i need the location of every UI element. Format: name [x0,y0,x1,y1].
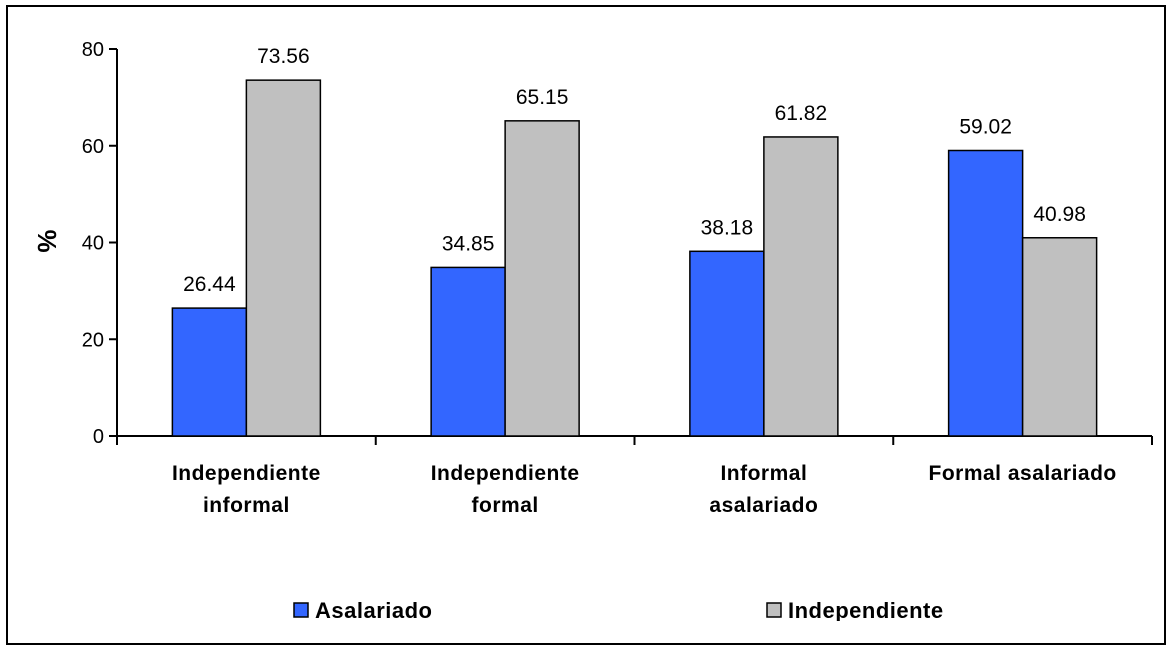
bar-independiente [1021,237,1098,437]
category-labels: Independiente informal Independiente formal… [172,462,1117,517]
y-tick-label: 20 [82,329,104,351]
data-label: 65.15 [516,86,569,109]
legend-swatch-independiente [766,602,782,618]
y-tick-label: 0 [93,426,104,448]
y-tick-label: 60 [82,136,104,158]
y-tick-label: 80 [82,39,104,61]
bar-asalariado [947,149,1024,437]
bar-asalariado [430,266,506,437]
data-label: 40.98 [1033,203,1086,226]
bar-independiente [504,120,580,437]
data-label: 73.56 [257,45,310,68]
legend: Asalariado Independiente [293,598,944,621]
bar-independiente [245,79,322,437]
bar-asalariado [689,250,765,437]
legend-label: Independiente [788,598,944,621]
data-labels: 26.44 34.85 38.18 59.02 73.56 65.15 61.82 40.98 [183,45,1086,296]
bars [171,79,1098,437]
y-tick-label: 40 [82,233,104,255]
category-label: Independiente formal [431,462,580,517]
bar-asalariado [171,307,248,437]
category-label: Formal asalariado [929,462,1117,485]
data-label: 26.44 [183,273,236,296]
data-label: 61.82 [775,102,828,125]
y-axis-label: % [32,229,62,252]
category-label: Informal asalariado [709,462,818,517]
category-label: Independiente informal [172,462,321,517]
data-label: 38.18 [701,216,754,239]
legend-swatch-asalariado [293,602,309,618]
bar-chart: % 0 20 40 60 80 26.44 34.85 38.18 59.02 73.56 65.… [32,39,1153,621]
legend-label: Asalariado [315,598,433,621]
data-label: 34.85 [442,232,495,255]
data-label: 59.02 [959,115,1012,138]
bar-independiente [763,136,839,437]
